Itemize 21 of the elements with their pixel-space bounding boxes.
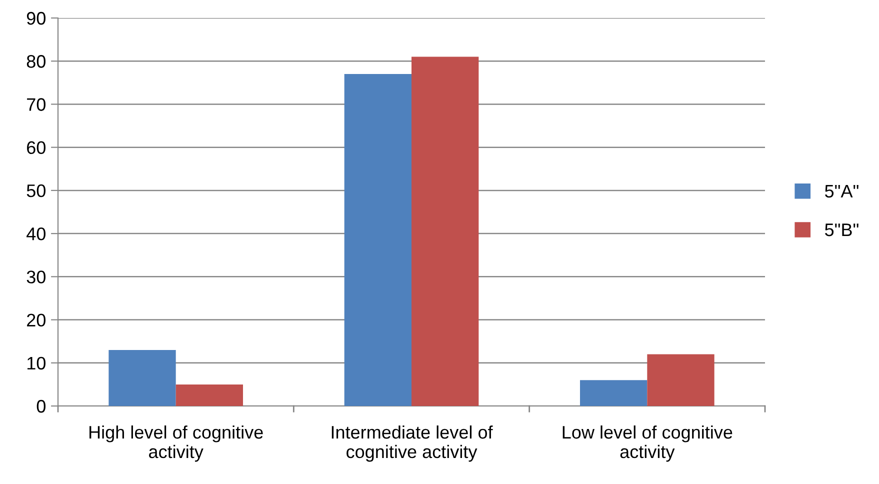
y-tick-label: 80 — [26, 55, 46, 68]
y-tick-label: 60 — [27, 141, 46, 154]
y-tick-label: 40 — [26, 227, 46, 240]
y-tick-label: 20 — [27, 314, 46, 326]
bar — [344, 74, 412, 406]
x-tick-label: Intermediate level of cognitive activity — [332, 425, 493, 462]
legend-label: 5"A" — [825, 185, 858, 198]
bar — [647, 354, 714, 406]
y-tick-label: 10 — [27, 356, 46, 370]
y-tick-label: 30 — [26, 270, 46, 284]
x-tick-label: High level of cognitive activity — [90, 425, 263, 462]
bar — [108, 350, 176, 406]
bar — [580, 380, 648, 406]
y-tick-label: 90 — [26, 12, 46, 25]
y-tick-label: 50 — [26, 184, 46, 198]
bar — [176, 384, 243, 406]
legend-label: 5"B" — [825, 224, 858, 236]
x-tick-label: Low level of cognitive activity — [562, 425, 732, 462]
bar — [412, 56, 479, 406]
y-tick-label: 0 — [36, 400, 46, 413]
y-tick-label: 70 — [27, 98, 46, 111]
